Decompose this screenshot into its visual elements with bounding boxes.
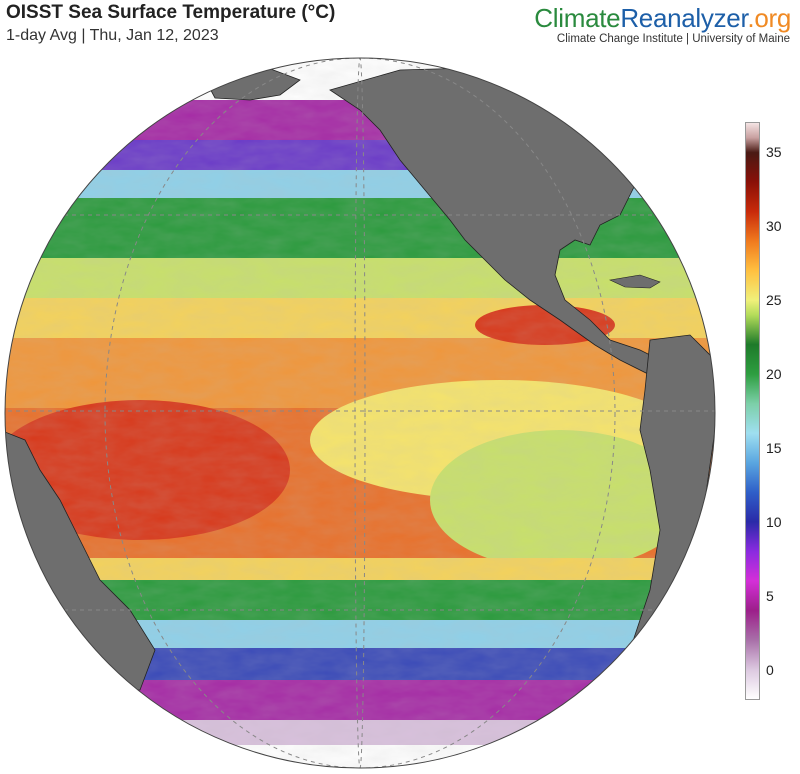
brand-name-part2: Reanalyzer [620,3,748,33]
colorbar-tick-label: 25 [766,291,782,308]
brand-name-part3: .org [747,3,791,33]
globe-outline [4,57,716,769]
brand-affiliation: Climate Change Institute | University of… [556,33,790,45]
temperature-colorbar [745,122,760,700]
colorbar-tick-labels: 35 30 25 20 15 10 5 0 [760,122,800,700]
map-title: OISST Sea Surface Temperature (°C) [6,2,336,23]
brand-logo[interactable]: ClimateReanalyzer.org [534,3,791,34]
colorbar-tick-label: 20 [766,365,782,382]
colorbar-tick-label: 30 [766,217,782,234]
caribbean-cuba [608,274,661,289]
colorbar-tick-label: 10 [766,514,782,531]
colorbar-tick-label: 35 [766,143,782,160]
colorbar-tick-label: 15 [766,440,782,457]
colorbar-tick-label: 0 [766,662,774,679]
brand-name-part1: Climate [534,3,621,33]
map-subtitle: 1-day Avg | Thu, Jan 12, 2023 [6,27,219,44]
colorbar-tick-label: 5 [766,588,774,605]
